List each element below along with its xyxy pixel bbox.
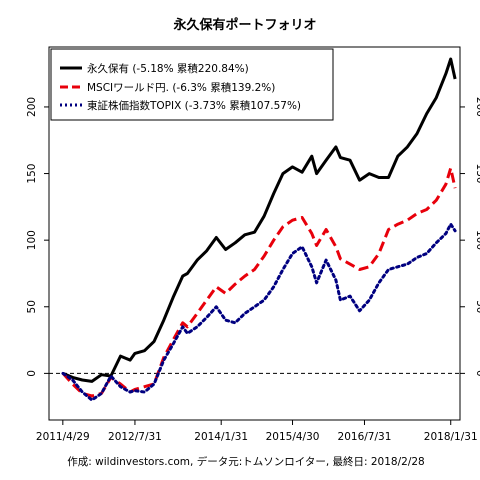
x-axis: 2011/4/29 2012/7/31 2014/1/31 2015/4/30 2016… [36,420,478,443]
x-tick-label-4: 2016/7/31 [338,431,392,443]
y-tick-label-left-50: 50 [26,300,38,313]
series-line-0 [62,57,457,383]
x-tick-label-1: 2012/7/31 [108,431,162,443]
series-line-1 [61,166,457,398]
x-tick-label-0: 2011/4/29 [36,431,90,443]
y-tick-label-right-100: 100 [474,230,480,250]
legend-label-2: 東証株価指数TOPIX (-3.73% 累積107.57%) [87,99,301,112]
y-tick-label-right-150: 150 [474,164,480,184]
series-line-2 [61,222,457,402]
y-tick-label-right-0: 0 [474,370,480,377]
y-tick-label-left-200: 200 [26,97,38,117]
chart-title: 永久保有ポートフォリオ [172,17,316,33]
y-tick-label-left-0: 0 [26,370,38,377]
y-tick-label-right-50: 50 [474,300,480,313]
y-axis-left: 0 50 100 150 200 [26,97,49,377]
legend-label-1: MSCIワールド円. (-6.3% 累積139.2%) [87,81,275,94]
legend-label-0: 永久保有 (-5.18% 累積220.84%) [87,62,249,75]
legend-box [50,48,334,121]
plot-frame [48,46,461,421]
x-tick-label-5: 2018/1/31 [424,431,478,443]
chart-footer: 作成: wildinvestors.com, データ元:トムソンロイター, 最終… [67,455,424,468]
legend: 永久保有 (-5.18% 累積220.84%) MSCIワールド円. (-6.3… [50,48,334,121]
y-tick-label-left-100: 100 [26,230,38,250]
y-tick-label-left-150: 150 [26,164,38,184]
y-axis-right: 0 50 100 150 200 [460,97,480,377]
x-tick-label-2: 2014/1/31 [194,431,248,443]
series-layer [61,57,457,402]
x-tick-label-3: 2015/4/30 [266,431,320,443]
y-tick-label-right-200: 200 [474,97,480,117]
